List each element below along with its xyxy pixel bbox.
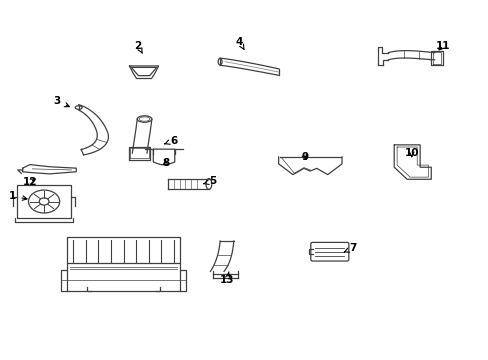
Polygon shape [393, 145, 430, 179]
Text: 7: 7 [344, 243, 356, 253]
Ellipse shape [205, 179, 211, 189]
Text: 8: 8 [162, 158, 169, 168]
Text: 11: 11 [435, 41, 450, 50]
Polygon shape [153, 149, 174, 165]
Text: 2: 2 [134, 41, 142, 53]
Polygon shape [22, 165, 76, 174]
Ellipse shape [137, 116, 152, 122]
Text: 5: 5 [203, 176, 216, 186]
Text: 12: 12 [22, 177, 37, 187]
Text: 3: 3 [54, 96, 69, 107]
Polygon shape [79, 105, 108, 155]
Text: 10: 10 [404, 148, 418, 158]
Polygon shape [129, 147, 150, 159]
FancyBboxPatch shape [310, 242, 348, 261]
Polygon shape [129, 66, 158, 78]
Text: 13: 13 [220, 272, 234, 285]
Polygon shape [387, 51, 434, 60]
Polygon shape [278, 157, 341, 175]
Polygon shape [220, 58, 278, 75]
Polygon shape [430, 51, 442, 65]
Polygon shape [17, 185, 71, 218]
Polygon shape [132, 119, 152, 153]
Text: 6: 6 [164, 136, 177, 145]
Text: 4: 4 [235, 37, 244, 50]
Polygon shape [15, 218, 73, 222]
Text: 9: 9 [301, 152, 308, 162]
Polygon shape [210, 241, 233, 271]
Text: 1: 1 [9, 191, 27, 201]
Polygon shape [67, 237, 179, 291]
